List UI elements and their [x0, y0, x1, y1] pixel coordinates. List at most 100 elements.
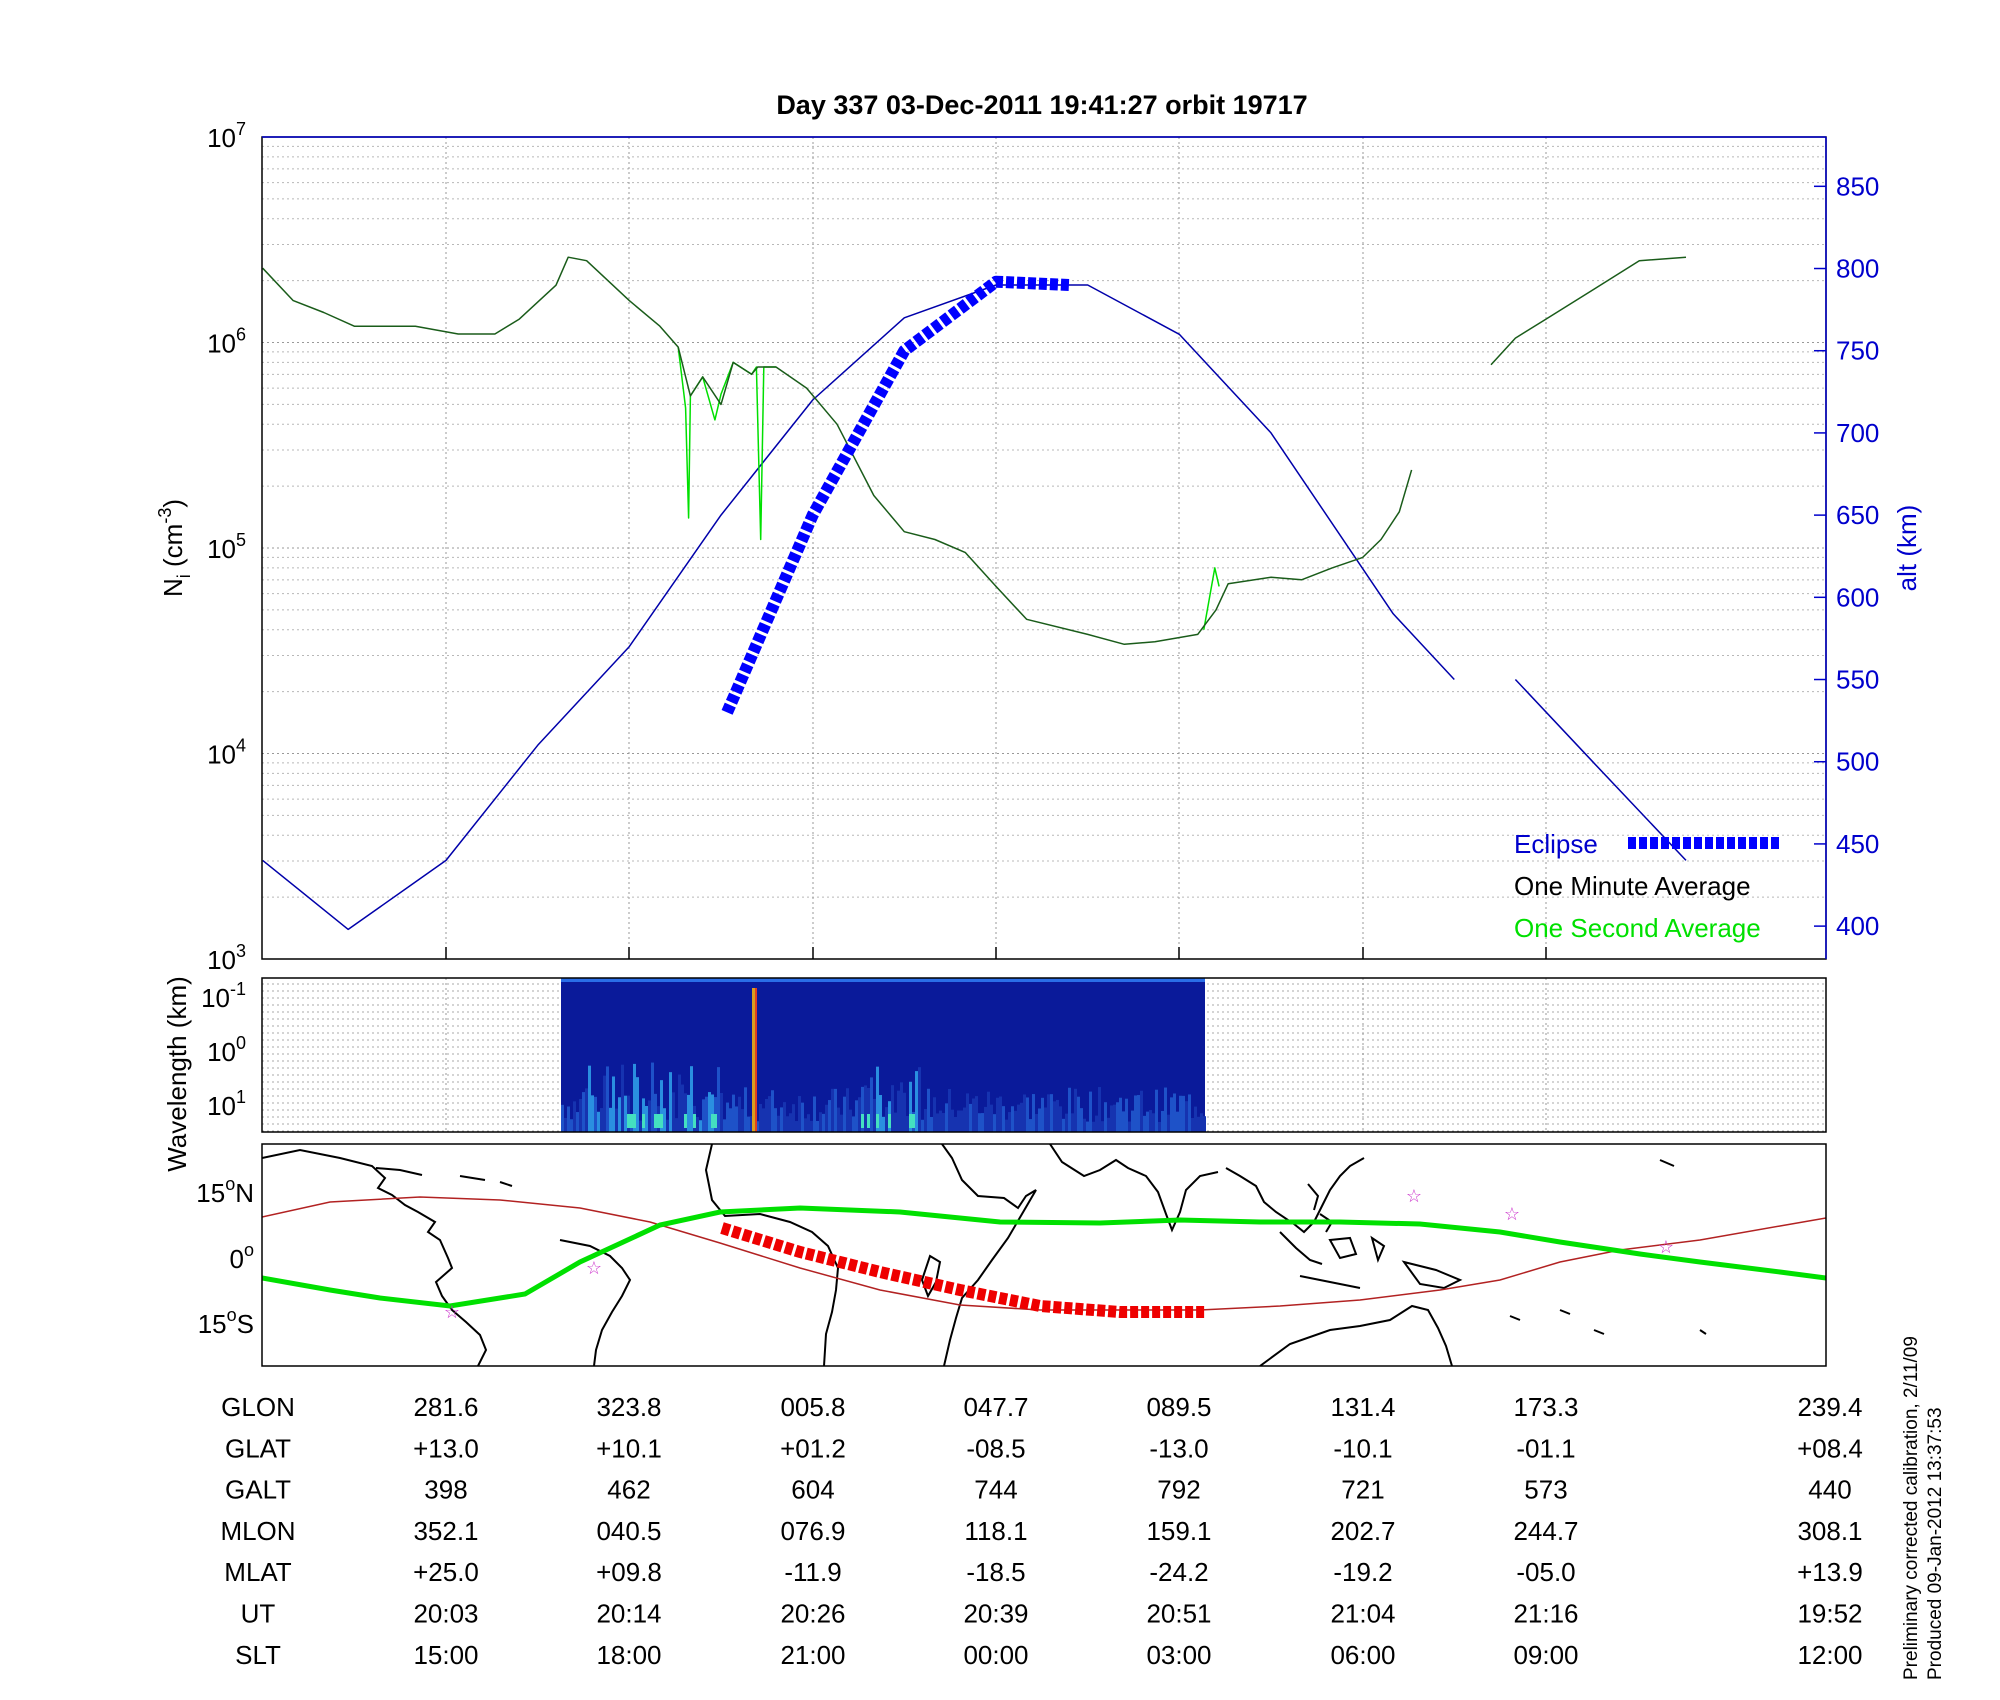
star-marker: ☆ — [586, 1258, 602, 1278]
spectrogram-column — [840, 1114, 843, 1132]
spectrogram-column — [1068, 1087, 1071, 1132]
spectrogram-column — [777, 1115, 780, 1132]
magnetic-equator-line — [262, 1196, 1826, 1311]
spectrogram-column — [1200, 1113, 1203, 1132]
spectrogram-column — [696, 1117, 699, 1132]
density-panel: 103 104 105 106 107 400 450 500 550 600 650 700 750… — [155, 119, 1922, 975]
info-cell: 09:00 — [1513, 1640, 1578, 1670]
spectrogram-column — [591, 1095, 594, 1132]
info-cell: 20:39 — [963, 1599, 1028, 1629]
info-cell: 462 — [607, 1475, 650, 1505]
spectrogram-column — [678, 1074, 681, 1132]
spectrogram-column — [951, 1109, 954, 1132]
spectrogram-column — [792, 1104, 795, 1132]
spectrogram-column — [1101, 1121, 1104, 1132]
spectrogram-column — [978, 1113, 981, 1132]
info-cell: 20:51 — [1146, 1599, 1211, 1629]
spectrogram-column — [789, 1113, 792, 1132]
spectrogram-column — [1191, 1117, 1194, 1132]
spectrogram-column — [618, 1097, 621, 1132]
spectrogram-column — [1005, 1119, 1008, 1132]
legend-eclipse-label: Eclipse — [1514, 829, 1598, 859]
legend-minute-label: One Minute Average — [1514, 871, 1751, 901]
one-second-average-line — [1203, 567, 1220, 630]
spectrogram-column — [1071, 1113, 1074, 1132]
info-cell: 239.4 — [1797, 1392, 1862, 1422]
spectrogram-column-peak — [654, 1114, 657, 1128]
spectrogram-column — [654, 1093, 657, 1132]
spectrogram-image — [561, 978, 1206, 1132]
spectrogram-panel: 10-1 100 101 Wavelength (km) — [162, 976, 1827, 1172]
spectrogram-column — [1002, 1106, 1005, 1132]
one-minute-average-line — [262, 256, 1413, 646]
spectrogram-column — [954, 1116, 957, 1132]
spectrogram-column — [876, 1066, 879, 1132]
info-row-label: GLAT — [225, 1433, 291, 1463]
spectrogram-column — [852, 1116, 855, 1132]
coastline-americas — [262, 1148, 488, 1366]
spectrogram-column — [1095, 1115, 1098, 1132]
spectrogram-column — [636, 1077, 639, 1132]
spectrogram-column — [1194, 1106, 1197, 1132]
legend: Eclipse One Minute Average One Second Av… — [1514, 829, 1780, 943]
spectrogram-column — [1047, 1094, 1050, 1132]
altitude-tick-label: 550 — [1836, 665, 1879, 695]
star-markers: ☆ ☆ ☆ ☆ ☆ — [444, 1186, 1674, 1322]
spectrogram-column — [930, 1116, 933, 1132]
spectrogram-column — [882, 1116, 885, 1132]
spectrogram-column — [744, 1087, 747, 1132]
spectrogram-column — [1029, 1119, 1032, 1132]
spectrogram-column — [861, 1086, 864, 1132]
spectrogram-column — [936, 1113, 939, 1132]
spectrogram-column — [846, 1088, 849, 1132]
spectrogram-column — [780, 1107, 783, 1132]
spectrogram-column — [747, 1116, 750, 1132]
density-tick-label: 107 — [207, 119, 246, 153]
spectrogram-column — [1125, 1098, 1128, 1132]
info-row-label: GALT — [225, 1475, 291, 1505]
spectrogram-column — [948, 1088, 951, 1132]
spectrogram-column — [1035, 1113, 1038, 1132]
spectrogram-column — [1128, 1121, 1131, 1132]
spectrogram-column — [897, 1090, 900, 1132]
spectrogram-column — [627, 1095, 630, 1132]
spectrogram-column — [900, 1082, 903, 1132]
spectrogram-column — [915, 1071, 918, 1132]
spectrogram-column — [1119, 1097, 1122, 1132]
legend-second-label: One Second Average — [1514, 913, 1761, 943]
spectrogram-column — [795, 1121, 798, 1132]
spectrogram-spike — [755, 988, 757, 1132]
spectrogram-column — [666, 1119, 669, 1132]
info-cell: 089.5 — [1146, 1392, 1211, 1422]
altitude-tick-label: 750 — [1836, 336, 1879, 366]
spectrogram-column — [585, 1088, 588, 1132]
spectrogram-column-peak — [642, 1114, 645, 1128]
chart-title: Day 337 03-Dec-2011 19:41:27 orbit 19717 — [776, 90, 1307, 120]
spectrogram-column — [927, 1088, 930, 1132]
spectrogram-column — [672, 1092, 675, 1132]
spectrogram-column — [1104, 1102, 1107, 1132]
spectrogram-column — [729, 1108, 732, 1132]
info-cell: +13.0 — [413, 1433, 479, 1463]
spectrogram-column-peak — [909, 1114, 912, 1128]
spectrogram-column — [993, 1114, 996, 1132]
spectrogram-column — [768, 1096, 771, 1132]
info-cell: 12:00 — [1797, 1640, 1862, 1670]
one-second-average-line — [677, 347, 776, 541]
spectrogram-column — [750, 1116, 753, 1132]
coastline-indonesia — [1279, 1231, 1463, 1290]
spectrogram-column — [1059, 1106, 1062, 1132]
coastlines — [262, 1144, 1707, 1366]
coastline-east-africa — [941, 1144, 1037, 1366]
info-cell: +13.9 — [1797, 1557, 1863, 1587]
coastline-southeast-asia — [1225, 1157, 1365, 1234]
spectrogram-column — [1110, 1105, 1113, 1132]
coastline-arabia-india — [1049, 1144, 1219, 1233]
density-tick-label: 106 — [207, 325, 246, 359]
info-cell: -13.0 — [1149, 1433, 1208, 1463]
spectrogram-column — [942, 1113, 945, 1132]
info-cell: +10.1 — [596, 1433, 662, 1463]
spectrogram-column-peak — [912, 1114, 915, 1128]
altitude-tick-label: 450 — [1836, 829, 1879, 859]
info-row-label: SLT — [235, 1640, 281, 1670]
